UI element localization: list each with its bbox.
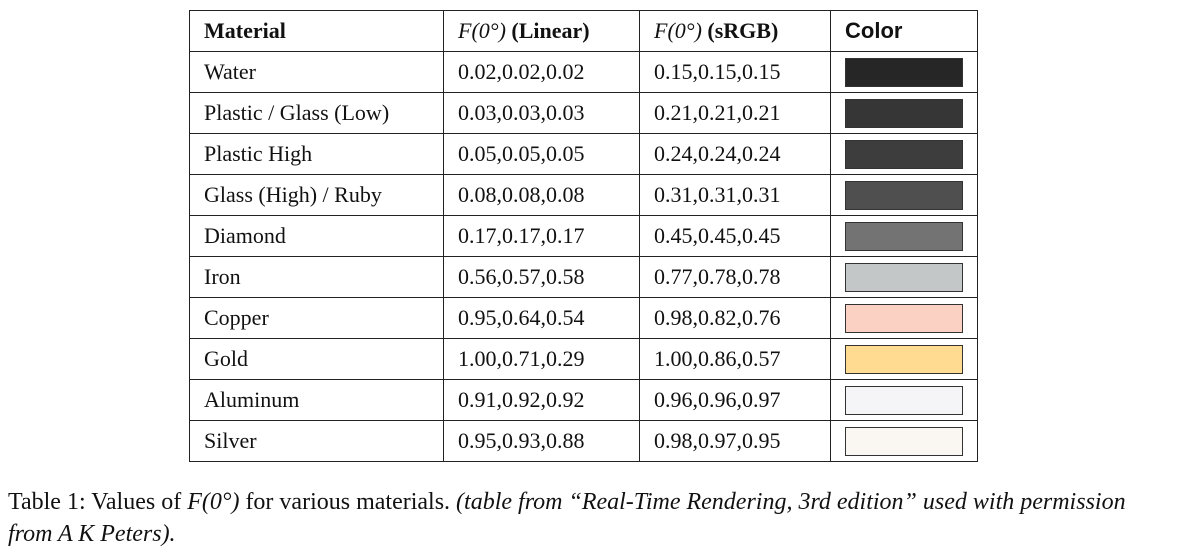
srgb-cell: 0.31,0.31,0.31	[639, 174, 831, 216]
header-text: (Linear)	[511, 18, 590, 43]
color-swatch	[845, 98, 963, 128]
linear-cell: 0.05,0.05,0.05	[443, 133, 640, 175]
caption-text: for various materials.	[245, 489, 451, 515]
caption: Table 1: Values of F(0°) for various mat…	[8, 486, 1176, 550]
linear-cell: 1.00,0.71,0.29	[443, 338, 640, 380]
table-row: Diamond 0.17,0.17,0.17 0.45,0.45,0.45	[189, 215, 978, 257]
header-cell: Material	[189, 10, 444, 52]
table-row: Plastic / Glass (Low) 0.03,0.03,0.03 0.21,…	[189, 92, 978, 134]
material-cell: Aluminum	[189, 379, 444, 421]
linear-cell: 0.02,0.02,0.02	[443, 51, 640, 93]
header-cell: F(0°) (sRGB)	[639, 10, 831, 52]
table-row: Glass (High) / Ruby 0.08,0.08,0.08 0.31,0.…	[189, 174, 978, 216]
material-cell: Gold	[189, 338, 444, 380]
srgb-cell: 0.24,0.24,0.24	[639, 133, 831, 175]
table-row: Iron 0.56,0.57,0.58 0.77,0.78,0.78	[189, 256, 978, 298]
srgb-cell: 0.96,0.96,0.97	[639, 379, 831, 421]
header-text: Material	[204, 18, 286, 43]
header-symbol: F(0°)	[654, 18, 702, 43]
caption-label: Table 1:	[8, 489, 86, 515]
header-symbol: F(0°)	[458, 18, 506, 43]
caption-text: Values of	[91, 489, 182, 515]
color-cell	[830, 256, 978, 298]
color-swatch	[845, 262, 963, 292]
material-cell: Plastic High	[189, 133, 444, 175]
color-swatch	[845, 221, 963, 251]
color-cell	[830, 338, 978, 380]
color-cell	[830, 174, 978, 216]
header-text: Color	[845, 18, 903, 43]
material-cell: Copper	[189, 297, 444, 339]
color-swatch	[845, 57, 963, 87]
color-swatch	[845, 385, 963, 415]
color-cell	[830, 92, 978, 134]
srgb-cell: 0.15,0.15,0.15	[639, 51, 831, 93]
color-swatch	[845, 303, 963, 333]
color-cell	[830, 133, 978, 175]
srgb-cell: 0.45,0.45,0.45	[639, 215, 831, 257]
table-row: Aluminum 0.91,0.92,0.92 0.96,0.96,0.97	[189, 379, 978, 421]
linear-cell: 0.17,0.17,0.17	[443, 215, 640, 257]
color-cell	[830, 379, 978, 421]
header-row: Material F(0°) (Linear) F(0°) (sRGB) Col…	[189, 10, 978, 52]
table-body: Water 0.02,0.02,0.02 0.15,0.15,0.15 Plastic…	[189, 51, 978, 462]
srgb-cell: 0.77,0.78,0.78	[639, 256, 831, 298]
color-cell	[830, 420, 978, 462]
srgb-cell: 0.98,0.82,0.76	[639, 297, 831, 339]
linear-cell: 0.95,0.93,0.88	[443, 420, 640, 462]
table-row: Water 0.02,0.02,0.02 0.15,0.15,0.15	[189, 51, 978, 93]
materials-table: Material F(0°) (Linear) F(0°) (sRGB) Col…	[189, 10, 978, 462]
header-text: (sRGB)	[707, 18, 779, 43]
linear-cell: 0.08,0.08,0.08	[443, 174, 640, 216]
color-swatch	[845, 344, 963, 374]
color-swatch	[845, 180, 963, 210]
header-cell: Color	[830, 10, 978, 52]
table-row: Silver 0.95,0.93,0.88 0.98,0.97,0.95	[189, 420, 978, 462]
srgb-cell: 1.00,0.86,0.57	[639, 338, 831, 380]
material-cell: Plastic / Glass (Low)	[189, 92, 444, 134]
caption-source: (table from “Real-Time Rendering, 3rd ed…	[8, 489, 1126, 547]
material-cell: Diamond	[189, 215, 444, 257]
material-cell: Silver	[189, 420, 444, 462]
table-row: Copper 0.95,0.64,0.54 0.98,0.82,0.76	[189, 297, 978, 339]
linear-cell: 0.56,0.57,0.58	[443, 256, 640, 298]
table-row: Gold 1.00,0.71,0.29 1.00,0.86,0.57	[189, 338, 978, 380]
color-cell	[830, 215, 978, 257]
linear-cell: 0.03,0.03,0.03	[443, 92, 640, 134]
srgb-cell: 0.98,0.97,0.95	[639, 420, 831, 462]
linear-cell: 0.91,0.92,0.92	[443, 379, 640, 421]
color-cell	[830, 297, 978, 339]
srgb-cell: 0.21,0.21,0.21	[639, 92, 831, 134]
caption-symbol: F(0°)	[187, 489, 240, 515]
material-cell: Glass (High) / Ruby	[189, 174, 444, 216]
color-swatch	[845, 426, 963, 456]
header-cell: F(0°) (Linear)	[443, 10, 640, 52]
color-cell	[830, 51, 978, 93]
table-row: Plastic High 0.05,0.05,0.05 0.24,0.24,0.24	[189, 133, 978, 175]
linear-cell: 0.95,0.64,0.54	[443, 297, 640, 339]
material-cell: Water	[189, 51, 444, 93]
color-swatch	[845, 139, 963, 169]
material-cell: Iron	[189, 256, 444, 298]
